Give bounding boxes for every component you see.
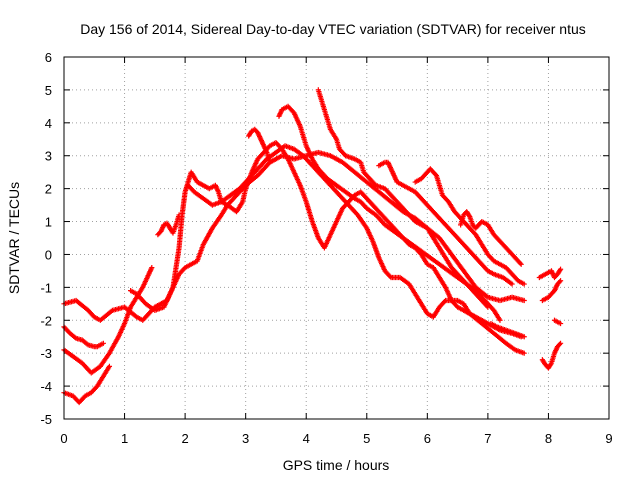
series-track-12 bbox=[412, 166, 527, 287]
data-point bbox=[557, 278, 564, 284]
y-tick-label: -3 bbox=[40, 346, 52, 361]
data-point bbox=[521, 334, 527, 340]
y-tick-label: -2 bbox=[40, 313, 52, 328]
y-tick-labels: -5 -4 -3 -2 -1 0 1 2 3 4 5 6 bbox=[40, 50, 52, 427]
data-point bbox=[149, 265, 155, 271]
data-point bbox=[521, 350, 527, 356]
series-track-9 bbox=[276, 103, 503, 323]
data-point bbox=[176, 212, 182, 218]
data-point bbox=[484, 303, 490, 309]
series-track-17 bbox=[551, 317, 564, 327]
series-track-16 bbox=[539, 278, 564, 304]
x-tick-labels: 0 1 2 3 4 5 6 7 8 9 bbox=[60, 431, 612, 446]
data-point bbox=[518, 261, 524, 267]
series-track-7 bbox=[185, 143, 527, 356]
x-axis-label: GPS time / hours bbox=[283, 457, 390, 473]
x-tick-label: 0 bbox=[60, 431, 67, 446]
series-track-14 bbox=[488, 320, 527, 340]
data-point bbox=[557, 266, 564, 272]
data-point bbox=[485, 304, 491, 310]
x-tick-label: 9 bbox=[605, 431, 612, 446]
series-track-15 bbox=[536, 266, 564, 281]
data-point bbox=[556, 279, 563, 285]
x-tick-label: 1 bbox=[121, 431, 128, 446]
data-point bbox=[432, 171, 439, 177]
y-tick-label: 1 bbox=[45, 215, 52, 230]
y-tick-label: 4 bbox=[45, 116, 52, 131]
data-points bbox=[61, 87, 564, 406]
series-track-10 bbox=[315, 87, 491, 310]
x-tick-label: 6 bbox=[424, 431, 431, 446]
y-tick-label: 2 bbox=[45, 182, 52, 197]
series-track-3 bbox=[61, 265, 155, 376]
series-track-13 bbox=[458, 209, 524, 267]
data-point bbox=[267, 159, 273, 165]
data-point bbox=[509, 281, 515, 287]
x-tick-label: 5 bbox=[363, 431, 370, 446]
plot-frame bbox=[63, 56, 610, 420]
data-point bbox=[100, 340, 106, 346]
y-tick-label: 3 bbox=[45, 149, 52, 164]
series-track-11 bbox=[376, 159, 515, 287]
data-point bbox=[517, 260, 523, 266]
x-tick-label: 4 bbox=[303, 431, 310, 446]
y-axis-label: SDTVAR / TECUs bbox=[6, 182, 22, 294]
x-tick-label: 3 bbox=[242, 431, 249, 446]
chart-title: Day 156 of 2014, Sidereal Day-to-day VTE… bbox=[80, 21, 586, 37]
y-tick-label: -1 bbox=[40, 280, 52, 295]
data-point bbox=[387, 273, 393, 279]
y-tick-label: -5 bbox=[40, 412, 52, 427]
data-point bbox=[521, 297, 527, 304]
data-point bbox=[106, 363, 113, 369]
series-track-18 bbox=[539, 340, 564, 371]
data-point bbox=[497, 317, 503, 323]
data-point bbox=[441, 299, 448, 305]
series-track-6 bbox=[155, 212, 182, 238]
y-tick-label: 0 bbox=[45, 247, 52, 262]
data-point bbox=[557, 340, 564, 346]
y-tick-label: -4 bbox=[40, 379, 52, 394]
series-track-8 bbox=[246, 126, 273, 165]
data-point bbox=[521, 281, 527, 287]
y-tick-label: 6 bbox=[45, 50, 52, 65]
data-point bbox=[556, 341, 563, 348]
x-tick-label: 2 bbox=[181, 431, 188, 446]
x-tick-label: 8 bbox=[545, 431, 552, 446]
x-tick-label: 7 bbox=[484, 431, 491, 446]
y-tick-label: 5 bbox=[45, 83, 52, 98]
data-point bbox=[557, 320, 564, 327]
